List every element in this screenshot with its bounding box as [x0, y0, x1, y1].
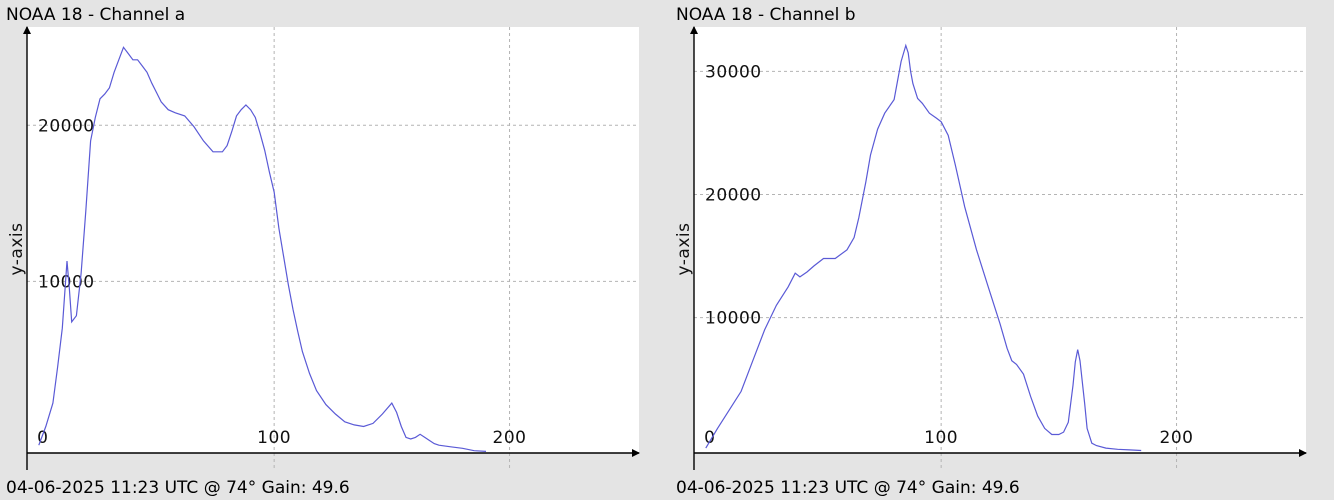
y-tick-label: 20000: [38, 116, 95, 136]
grid-lines: [694, 27, 1306, 469]
chart-panel-b: NOAA 18 - Channel b 10000 20000 30000 0 100…: [674, 5, 1307, 498]
y-axis-arrow: [690, 26, 698, 34]
x-tick-label: 0: [704, 428, 715, 448]
y-tick-labels: 10000 20000 30000: [705, 62, 762, 329]
y-tick-label: 20000: [705, 185, 762, 205]
chart-title: NOAA 18 - Channel b: [676, 5, 856, 25]
x-tick-label: 0: [37, 428, 48, 448]
grid-lines: [27, 27, 639, 469]
x-tick-label: 200: [1160, 428, 1194, 448]
y-axis-label: y-axis: [7, 223, 27, 276]
plot-area: [27, 27, 639, 453]
chart-title: NOAA 18 - Channel a: [6, 5, 185, 25]
x-axis-arrow: [632, 449, 640, 457]
series-line: [705, 43, 1142, 452]
y-axis-arrow: [23, 26, 31, 34]
x-tick-label: 100: [924, 428, 958, 448]
footer-status: 04-06-2025 11:23 UTC @ 74° Gain: 49.6: [676, 478, 1020, 498]
plot-area: [694, 27, 1306, 453]
y-axis-label: y-axis: [674, 223, 694, 276]
y-tick-label: 30000: [705, 62, 762, 82]
x-tick-label: 100: [257, 428, 291, 448]
x-tick-label: 200: [493, 428, 527, 448]
footer-status: 04-06-2025 11:23 UTC @ 74° Gain: 49.6: [6, 478, 350, 498]
y-tick-label: 10000: [705, 309, 762, 329]
series-line: [38, 46, 487, 452]
x-tick-labels: 0 100 200: [704, 428, 1193, 448]
x-axis-arrow: [1299, 449, 1307, 457]
x-tick-labels: 0 100 200: [37, 428, 526, 448]
